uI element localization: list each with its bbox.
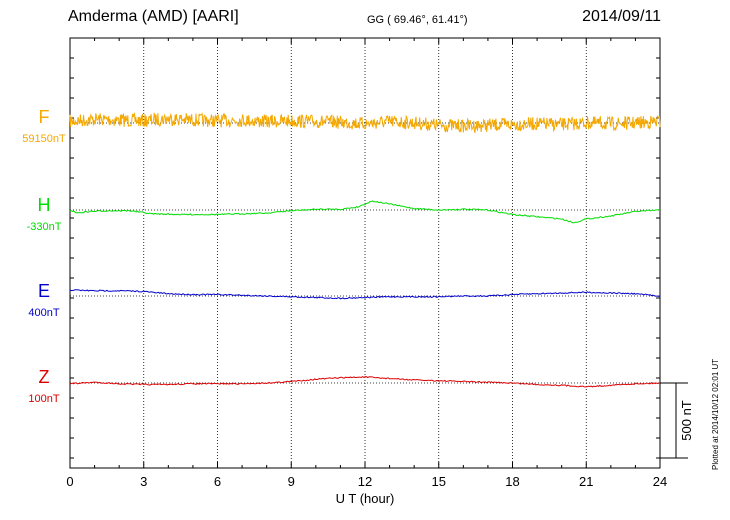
x-tick-label: 18 [505, 474, 519, 489]
component-label-h: H [38, 195, 51, 215]
baseline-value-f: 59150nT [22, 133, 66, 145]
x-tick-label: 0 [66, 474, 73, 489]
baseline-value-e: 400nT [28, 307, 59, 319]
x-tick-label: 9 [288, 474, 295, 489]
baseline-value-z: 100nT [28, 393, 59, 405]
x-tick-label: 15 [432, 474, 446, 489]
x-tick-label: 24 [653, 474, 667, 489]
coordinates-label: GG ( 69.46°, 61.41°) [367, 14, 468, 26]
x-tick-label: 6 [214, 474, 221, 489]
component-label-z: Z [39, 367, 50, 387]
date-label: 2014/09/11 [582, 8, 661, 25]
plot-frame [69, 37, 661, 469]
x-tick-label: 3 [140, 474, 147, 489]
baseline-value-h: -330nT [27, 221, 62, 233]
series-z-line [70, 375, 661, 388]
station-title: Amderma (AMD) [AARI] [68, 8, 239, 25]
series-h-line [69, 200, 661, 224]
component-label-f: F [39, 107, 50, 127]
series-e-line [69, 289, 661, 300]
series-f-line [69, 111, 661, 134]
x-tick-label: 12 [358, 474, 372, 489]
x-axis-label: U T (hour) [336, 491, 395, 506]
x-tick-label: 21 [579, 474, 593, 489]
scale-bar-label: 500 nT [679, 400, 694, 441]
component-label-e: E [38, 281, 50, 301]
